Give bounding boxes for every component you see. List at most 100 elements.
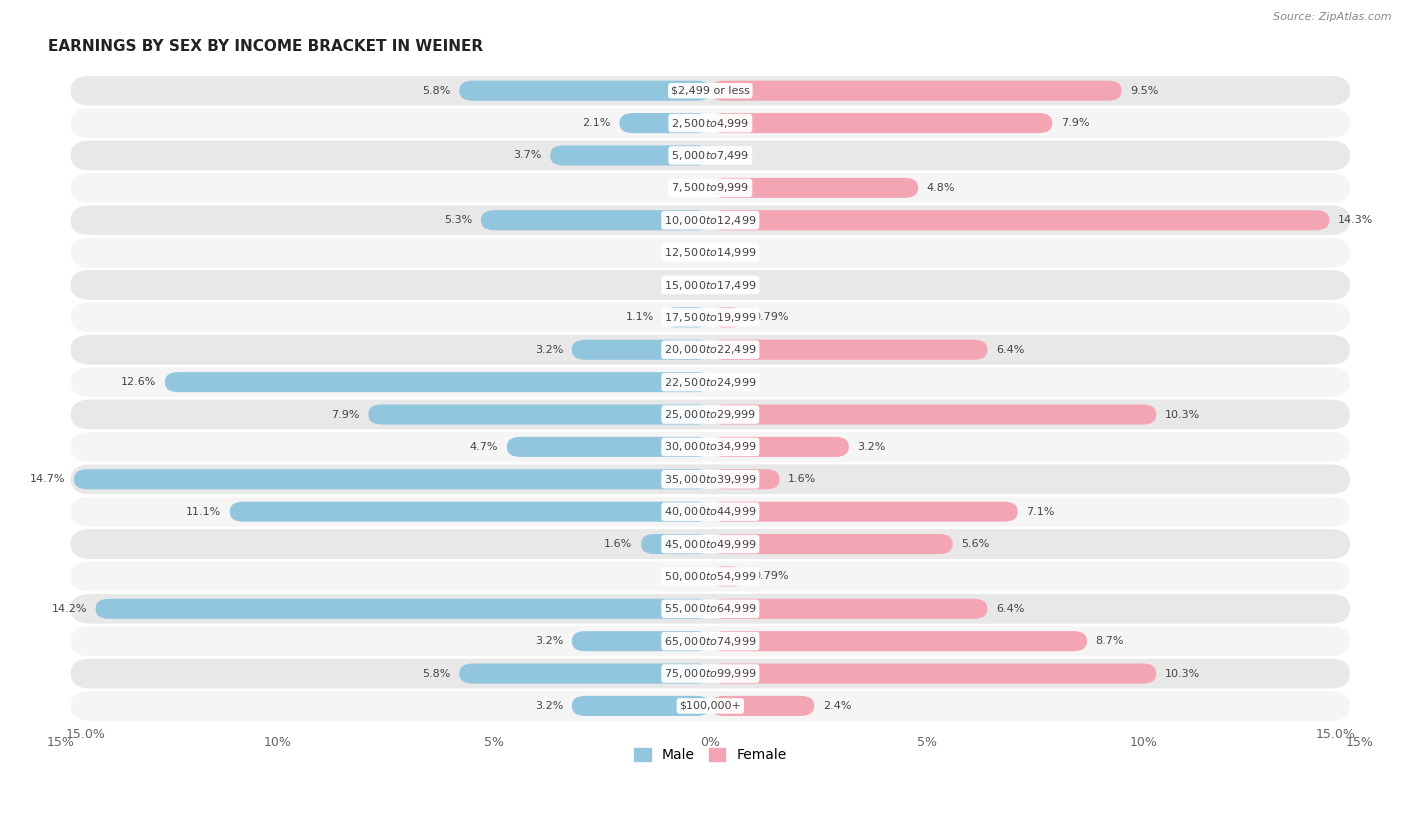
FancyBboxPatch shape (460, 80, 710, 101)
FancyBboxPatch shape (70, 270, 1350, 300)
Text: $50,000 to $54,999: $50,000 to $54,999 (664, 570, 756, 583)
FancyBboxPatch shape (710, 80, 1122, 101)
Text: $7,500 to $9,999: $7,500 to $9,999 (671, 181, 749, 194)
FancyBboxPatch shape (710, 469, 779, 489)
Text: 1.6%: 1.6% (789, 474, 817, 485)
FancyBboxPatch shape (165, 372, 710, 392)
Text: 3.7%: 3.7% (513, 150, 541, 160)
FancyBboxPatch shape (70, 497, 1350, 527)
FancyBboxPatch shape (70, 626, 1350, 656)
Text: 15.0%: 15.0% (65, 728, 105, 741)
FancyBboxPatch shape (710, 696, 814, 716)
Text: $55,000 to $64,999: $55,000 to $64,999 (664, 602, 756, 615)
FancyBboxPatch shape (70, 367, 1350, 397)
Text: $2,500 to $4,999: $2,500 to $4,999 (671, 116, 749, 129)
Text: 0.0%: 0.0% (718, 248, 747, 258)
Text: 5.3%: 5.3% (444, 215, 472, 225)
Text: 5.6%: 5.6% (962, 539, 990, 549)
FancyBboxPatch shape (710, 437, 849, 457)
Text: 10.3%: 10.3% (1166, 668, 1201, 679)
Text: 0.0%: 0.0% (673, 280, 702, 290)
Text: $40,000 to $44,999: $40,000 to $44,999 (664, 505, 756, 518)
Text: 4.7%: 4.7% (470, 442, 498, 452)
Text: 1.6%: 1.6% (605, 539, 633, 549)
FancyBboxPatch shape (550, 146, 710, 166)
FancyBboxPatch shape (710, 534, 953, 554)
Text: 4.8%: 4.8% (927, 183, 955, 193)
Text: $12,500 to $14,999: $12,500 to $14,999 (664, 246, 756, 259)
Text: $30,000 to $34,999: $30,000 to $34,999 (664, 441, 756, 454)
FancyBboxPatch shape (481, 211, 710, 230)
FancyBboxPatch shape (506, 437, 710, 457)
FancyBboxPatch shape (70, 173, 1350, 202)
FancyBboxPatch shape (710, 178, 918, 198)
Text: 7.9%: 7.9% (332, 410, 360, 420)
Text: $22,500 to $24,999: $22,500 to $24,999 (664, 376, 756, 389)
FancyBboxPatch shape (710, 631, 1087, 651)
FancyBboxPatch shape (572, 631, 710, 651)
FancyBboxPatch shape (710, 663, 1156, 684)
Text: 9.5%: 9.5% (1130, 85, 1159, 96)
FancyBboxPatch shape (70, 335, 1350, 365)
FancyBboxPatch shape (572, 340, 710, 360)
Text: 6.4%: 6.4% (995, 345, 1025, 354)
Text: $20,000 to $22,499: $20,000 to $22,499 (664, 343, 756, 356)
FancyBboxPatch shape (70, 302, 1350, 333)
Text: 3.2%: 3.2% (534, 637, 564, 646)
Text: 7.1%: 7.1% (1026, 506, 1054, 516)
Text: 3.2%: 3.2% (534, 345, 564, 354)
FancyBboxPatch shape (70, 529, 1350, 559)
FancyBboxPatch shape (460, 663, 710, 684)
FancyBboxPatch shape (70, 432, 1350, 462)
Text: EARNINGS BY SEX BY INCOME BRACKET IN WEINER: EARNINGS BY SEX BY INCOME BRACKET IN WEI… (48, 39, 484, 54)
FancyBboxPatch shape (70, 141, 1350, 171)
Text: 8.7%: 8.7% (1095, 637, 1125, 646)
Text: $5,000 to $7,499: $5,000 to $7,499 (671, 149, 749, 162)
FancyBboxPatch shape (710, 598, 987, 619)
Text: 0.79%: 0.79% (754, 312, 789, 323)
Text: 14.7%: 14.7% (30, 474, 65, 485)
Text: $75,000 to $99,999: $75,000 to $99,999 (664, 667, 756, 680)
FancyBboxPatch shape (662, 307, 710, 328)
FancyBboxPatch shape (70, 659, 1350, 689)
FancyBboxPatch shape (70, 464, 1350, 494)
Text: $45,000 to $49,999: $45,000 to $49,999 (664, 537, 756, 550)
FancyBboxPatch shape (75, 469, 710, 489)
Text: $17,500 to $19,999: $17,500 to $19,999 (664, 311, 756, 324)
FancyBboxPatch shape (70, 400, 1350, 429)
Text: 0.0%: 0.0% (673, 248, 702, 258)
Legend: Male, Female: Male, Female (628, 743, 792, 768)
FancyBboxPatch shape (710, 567, 745, 586)
FancyBboxPatch shape (572, 696, 710, 716)
Text: 11.1%: 11.1% (186, 506, 221, 516)
Text: $25,000 to $29,999: $25,000 to $29,999 (664, 408, 756, 421)
FancyBboxPatch shape (70, 206, 1350, 235)
FancyBboxPatch shape (70, 108, 1350, 138)
Text: $100,000+: $100,000+ (679, 701, 741, 711)
Text: 5.8%: 5.8% (422, 668, 450, 679)
FancyBboxPatch shape (620, 113, 710, 133)
Text: 3.2%: 3.2% (858, 442, 886, 452)
FancyBboxPatch shape (710, 211, 1330, 230)
Text: $15,000 to $17,499: $15,000 to $17,499 (664, 279, 756, 292)
Text: 15.0%: 15.0% (1316, 728, 1355, 741)
FancyBboxPatch shape (710, 340, 987, 360)
Text: Source: ZipAtlas.com: Source: ZipAtlas.com (1274, 12, 1392, 22)
FancyBboxPatch shape (70, 76, 1350, 106)
FancyBboxPatch shape (710, 307, 745, 328)
Text: 14.3%: 14.3% (1339, 215, 1374, 225)
Text: 12.6%: 12.6% (121, 377, 156, 387)
Text: 1.1%: 1.1% (626, 312, 654, 323)
FancyBboxPatch shape (710, 113, 1052, 133)
Text: 0.0%: 0.0% (718, 150, 747, 160)
Text: 6.4%: 6.4% (995, 604, 1025, 614)
FancyBboxPatch shape (641, 534, 710, 554)
FancyBboxPatch shape (70, 691, 1350, 721)
Text: $10,000 to $12,499: $10,000 to $12,499 (664, 214, 756, 227)
FancyBboxPatch shape (710, 405, 1156, 424)
Text: 0.0%: 0.0% (673, 183, 702, 193)
Text: 3.2%: 3.2% (534, 701, 564, 711)
Text: 2.4%: 2.4% (823, 701, 852, 711)
Text: 10.3%: 10.3% (1166, 410, 1201, 420)
Text: $35,000 to $39,999: $35,000 to $39,999 (664, 473, 756, 486)
